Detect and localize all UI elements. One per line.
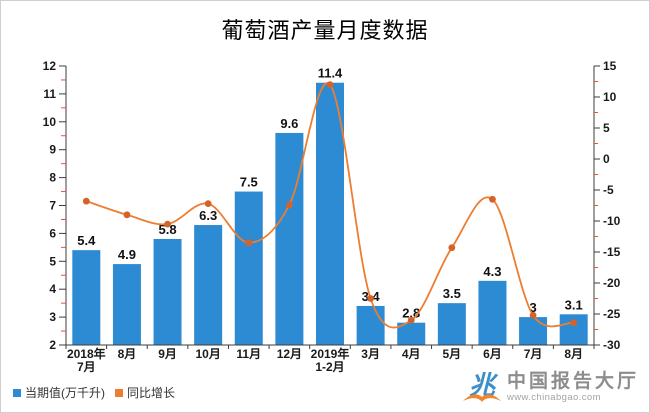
bar <box>153 238 182 345</box>
x-axis-category-label: 10月 <box>195 347 220 361</box>
right-axis-tick-label: 5 <box>603 121 610 135</box>
legend-label-yoy-growth: 同比增长 <box>127 386 176 400</box>
bar-value-label: 5.4 <box>77 233 96 248</box>
bar-value-label: 3.1 <box>565 297 583 312</box>
x-axis-category-label: 7月 <box>77 360 96 374</box>
x-axis-category-label: 7月 <box>524 347 543 361</box>
line-marker <box>489 195 496 203</box>
left-axis-tick-label: 3 <box>49 310 56 324</box>
bar <box>478 280 507 345</box>
left-axis-tick-label: 12 <box>43 59 57 73</box>
line-marker <box>245 239 253 247</box>
bar <box>316 82 344 346</box>
line-marker <box>448 244 456 252</box>
legend-item-yoy-growth: 同比增长 <box>115 384 175 401</box>
bar-series-swatch-icon <box>13 388 21 397</box>
bar <box>519 317 548 345</box>
x-axis-category-label: 5月 <box>443 347 462 361</box>
bar <box>356 305 385 345</box>
watermark-brand: 中国报告大厅 <box>506 370 639 392</box>
bar-value-label: 6.3 <box>199 208 217 223</box>
bar <box>397 322 426 345</box>
chinabgao-logo-icon: 兆 <box>462 370 501 402</box>
line-marker <box>570 319 578 327</box>
bar <box>194 225 223 345</box>
bar-value-label: 11.4 <box>318 66 343 81</box>
chart-title: 葡萄酒产量月度数据 <box>221 18 429 43</box>
x-axis-category-label: 2018年 <box>67 346 106 361</box>
line-marker <box>285 201 293 209</box>
line-marker <box>367 295 375 302</box>
line-series-swatch-icon <box>115 388 123 397</box>
right-axis-tick-label: -20 <box>603 276 621 290</box>
legend: 当期值(万千升) 同比增长 <box>13 384 175 401</box>
bar-value-label: 7.5 <box>240 175 258 190</box>
left-axis-tick-label: 2 <box>49 338 56 352</box>
left-axis-tick-label: 6 <box>49 226 56 240</box>
bar <box>112 264 141 345</box>
right-axis-tick-label: -30 <box>603 338 621 352</box>
bar <box>72 250 101 345</box>
right-axis-tick-label: -25 <box>603 307 621 321</box>
left-axis-tick-label: 9 <box>49 143 56 157</box>
line-marker <box>164 220 171 228</box>
left-axis-tick-label: 4 <box>49 282 56 296</box>
x-axis-category-label: 9月 <box>158 347 177 361</box>
bar-value-label: 4.3 <box>483 264 501 279</box>
x-axis-category-label: 2019年 <box>311 346 350 361</box>
right-axis-tick-label: -10 <box>603 214 621 228</box>
bar <box>437 303 466 345</box>
bar-value-label: 3 <box>529 300 536 315</box>
bar <box>559 314 588 345</box>
left-axis-tick-label: 5 <box>49 254 56 268</box>
bar <box>275 132 304 345</box>
x-axis-category-label: 3月 <box>361 347 380 361</box>
chinabgao-watermark: 兆 中国报告大厅 www.chinabgao.com <box>462 369 639 405</box>
x-axis-category-label: 12月 <box>277 347 302 361</box>
watermark-url: www.chinabgao.com <box>506 391 601 403</box>
line-marker <box>529 311 537 319</box>
bar-value-label: 3.5 <box>443 286 461 301</box>
right-axis-tick-label: 10 <box>603 90 617 104</box>
legend-item-current-value: 当期值(万千升) <box>13 384 105 401</box>
right-axis-tick-label: 15 <box>603 59 617 73</box>
line-marker <box>407 316 415 324</box>
left-axis-tick-label: 10 <box>43 115 57 129</box>
right-axis-tick-label: -15 <box>603 245 621 259</box>
x-axis-category-label: 8月 <box>118 347 137 361</box>
x-axis-category-label: 8月 <box>564 347 583 361</box>
left-axis-tick-label: 11 <box>43 87 56 101</box>
x-axis-category-label: 11月 <box>236 347 261 361</box>
watermark-text: 中国报告大厅 www.chinabgao.com <box>507 372 639 403</box>
x-axis-category-label: 4月 <box>402 347 421 361</box>
bar <box>234 191 263 345</box>
right-axis-tick-label: 0 <box>603 152 610 166</box>
legend-label-current-value: 当期值(万千升) <box>25 386 105 400</box>
line-marker <box>123 211 131 219</box>
x-axis-category-label: 6月 <box>483 347 502 361</box>
left-axis-tick-label: 8 <box>49 171 56 185</box>
bar-value-label: 4.9 <box>118 247 136 262</box>
line-marker <box>326 81 334 88</box>
line-marker <box>82 197 90 205</box>
x-axis-category-label: 1-2月 <box>315 360 344 374</box>
line-marker <box>204 200 212 208</box>
bar-value-label: 5.8 <box>158 222 176 237</box>
left-axis-tick-label: 7 <box>49 199 56 213</box>
right-axis-tick-label: -5 <box>603 183 614 197</box>
bar-value-label: 9.6 <box>280 116 298 131</box>
